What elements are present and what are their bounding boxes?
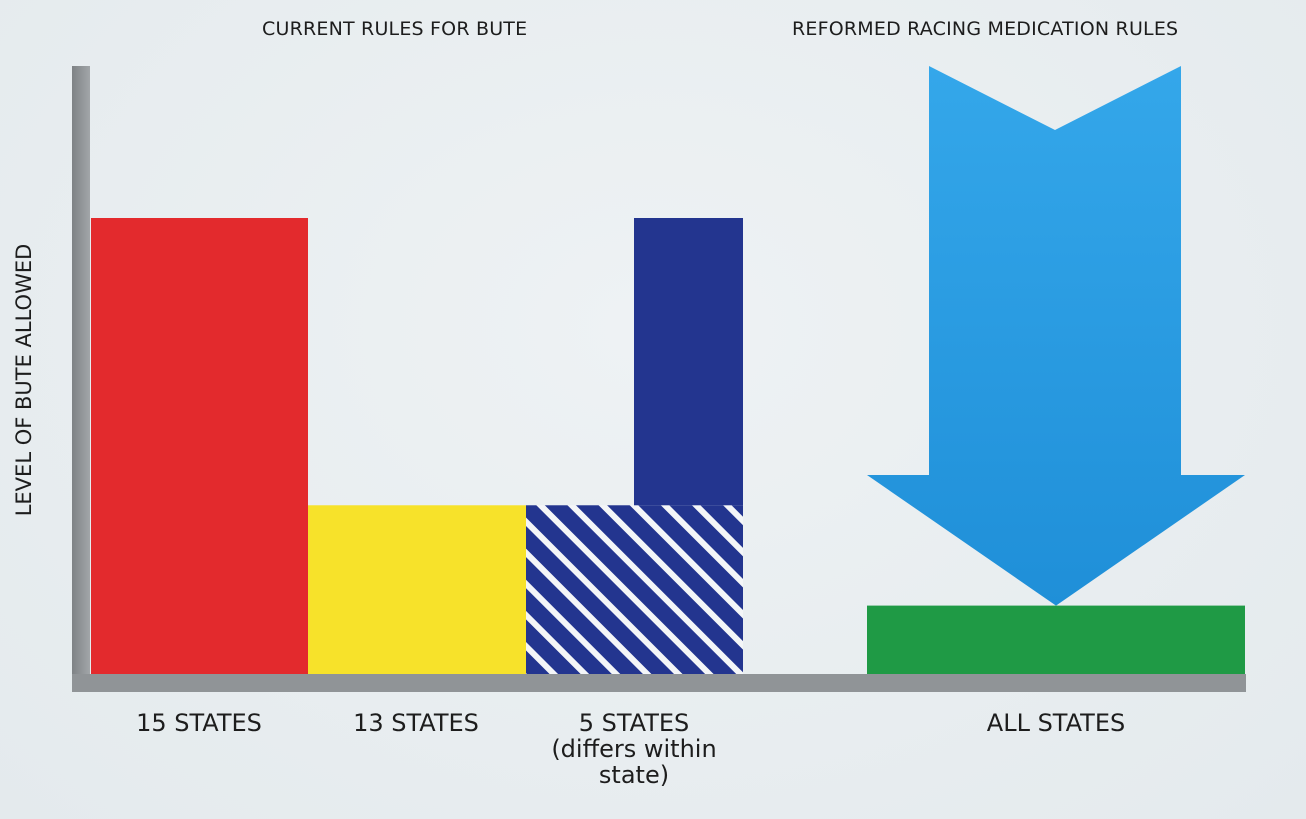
down-arrow [867, 66, 1245, 606]
category-label-13-states: 13 STATES [353, 710, 479, 736]
y-axis-label: LEVEL OF BUTE ALLOWED [12, 243, 36, 517]
category-note: (differs within state) [551, 735, 717, 789]
category-label-15-states: 15 STATES [136, 710, 262, 736]
bar-15-states [91, 218, 308, 674]
category-label-5-states: 5 STATES (differs within state) [539, 710, 729, 788]
x-axis [72, 674, 1246, 692]
bar-13-states [308, 505, 526, 674]
category-label-text: ALL STATES [986, 709, 1126, 737]
reformed-rules-title: REFORMED RACING MEDICATION RULES [792, 18, 1179, 40]
bar-5-states-hatched [526, 505, 743, 674]
bar-all-states [867, 605, 1245, 674]
current-rules-title: CURRENT RULES FOR BUTE [262, 18, 528, 40]
category-label-all-states: ALL STATES [987, 710, 1125, 736]
category-label-text: 13 STATES [353, 709, 479, 737]
category-label-text: 15 STATES [136, 709, 262, 737]
bar-5-states-range [634, 218, 743, 506]
y-axis [72, 66, 90, 692]
category-label-text: 5 STATES [578, 709, 690, 737]
